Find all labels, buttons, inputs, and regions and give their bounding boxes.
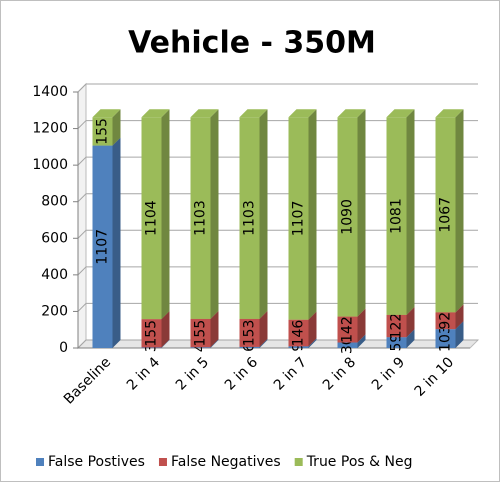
data-label: 155 (95, 118, 111, 145)
bar-top (386, 109, 415, 118)
data-label: 122 (389, 313, 405, 340)
bar (288, 319, 309, 347)
data-label: 1107 (291, 201, 307, 237)
bar-top (239, 109, 268, 118)
data-label: 1103 (193, 200, 209, 236)
data-label: 92 (438, 312, 454, 330)
y-tick-label: 800 (41, 194, 68, 210)
bar-side (161, 311, 170, 348)
legend-label: False Negatives (171, 454, 281, 470)
bar-side (406, 109, 415, 315)
y-tick-label: 600 (41, 230, 68, 246)
bar-side (357, 109, 366, 317)
bar-side (455, 321, 464, 348)
data-label: 3 (144, 343, 160, 352)
bar-side (308, 338, 317, 348)
y-tick-label: 0 (59, 340, 68, 356)
data-label: 1081 (389, 198, 405, 234)
bar-top (337, 109, 366, 118)
y-tick-label: 1400 (32, 84, 68, 100)
legend-label: False Postives (48, 454, 145, 470)
bar (92, 145, 113, 348)
bar (190, 347, 211, 348)
bar-side (161, 109, 170, 320)
bar-side (308, 109, 317, 320)
bar-side (308, 311, 317, 347)
y-tick-label: 1000 (32, 157, 68, 173)
bar-side (210, 109, 219, 319)
bar (92, 117, 113, 146)
legend-swatch (294, 458, 303, 466)
bar-side (112, 137, 121, 348)
y-tick-label: 400 (41, 267, 68, 283)
chart-title: Vehicle - 350M (128, 26, 376, 61)
bar-top (435, 109, 464, 118)
bar-side (210, 339, 219, 348)
legend-label: True Pos & Neg (306, 454, 413, 470)
bar-side (406, 306, 415, 338)
bar-side (259, 109, 268, 319)
data-label: 59 (389, 334, 405, 352)
data-label: 1067 (438, 197, 454, 233)
bar-side (210, 310, 219, 348)
bar-top (92, 109, 121, 118)
data-label: 9 (291, 343, 307, 352)
bar-side (259, 338, 268, 348)
bar (239, 318, 260, 347)
floor (76, 339, 480, 349)
data-label: 1107 (95, 229, 111, 265)
legend-swatch (36, 458, 44, 466)
bar-side (112, 109, 121, 146)
bar-side (455, 304, 464, 330)
bar (239, 346, 260, 348)
grid-line (77, 83, 478, 93)
bar-side (357, 334, 366, 348)
bar (435, 117, 456, 313)
data-label: 155 (193, 320, 209, 347)
bar-top (141, 109, 170, 118)
bar-side (161, 339, 170, 348)
bar (386, 117, 407, 315)
data-label: 1104 (144, 200, 160, 236)
bar (337, 117, 358, 317)
bar (386, 337, 407, 348)
bar-side (357, 308, 366, 343)
data-label: 153 (242, 320, 258, 347)
bar (337, 342, 358, 348)
bar-top (190, 109, 219, 118)
y-tick-label: 200 (41, 303, 68, 319)
bar (190, 318, 211, 348)
bar-top (288, 109, 317, 118)
bar (141, 117, 162, 320)
bar-side (455, 109, 464, 313)
legend-swatch (158, 458, 167, 466)
bar (386, 314, 407, 338)
bar (337, 316, 358, 343)
bar (288, 117, 309, 320)
data-label: 6 (242, 343, 258, 352)
bar (239, 117, 260, 319)
data-label: 142 (340, 316, 356, 343)
data-label: 155 (144, 320, 160, 347)
bar (288, 346, 309, 348)
y-tick-label: 1200 (32, 121, 68, 137)
data-label: 146 (291, 320, 307, 347)
back-wall (77, 82, 87, 350)
bar (190, 117, 211, 319)
bar-side (406, 329, 415, 348)
bar (435, 312, 456, 330)
data-label: 4 (193, 343, 209, 352)
bar (435, 329, 456, 348)
bar (141, 347, 162, 348)
data-label: 1090 (340, 199, 356, 235)
data-label: 103 (438, 325, 454, 352)
data-label: 1103 (242, 200, 258, 236)
bar-side (259, 310, 268, 347)
bar (141, 319, 162, 348)
